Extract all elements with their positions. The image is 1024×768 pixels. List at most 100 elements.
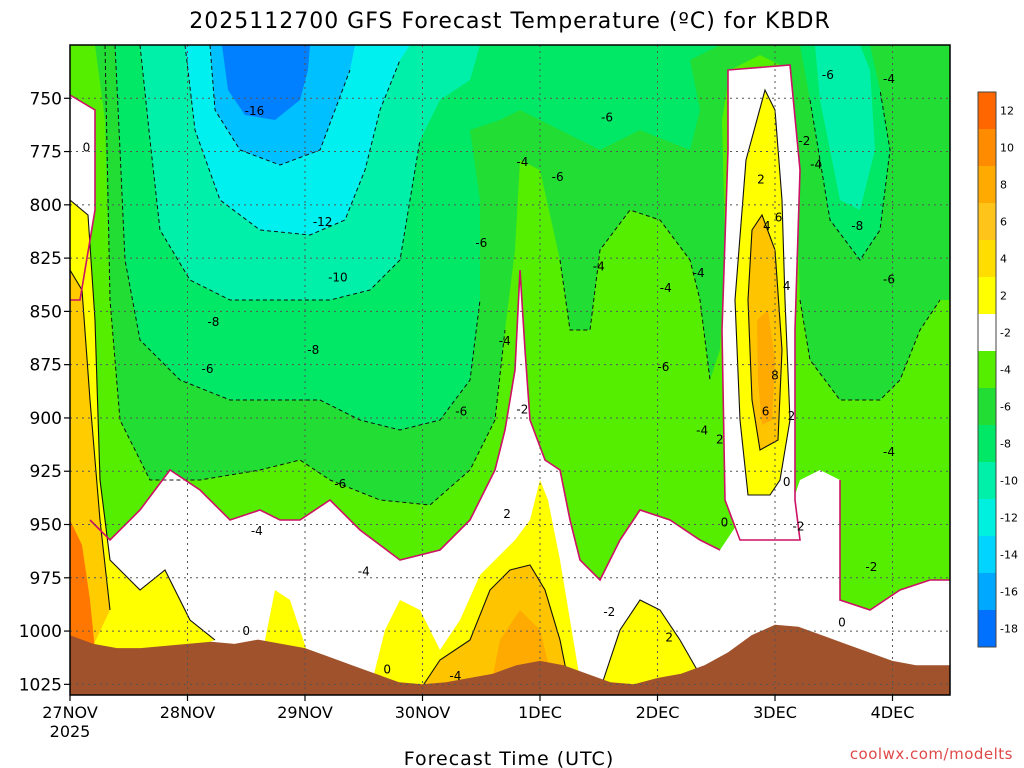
- contour-label: -6: [883, 272, 895, 286]
- ground-surface: [70, 624, 950, 695]
- contour-label: 0: [783, 475, 791, 489]
- x-tick-label: 28NOV: [160, 703, 216, 722]
- contour-label: 0: [721, 515, 729, 529]
- dashed-contours: [104, 45, 941, 506]
- colorbar-swatch: [978, 351, 996, 389]
- y-tick-label: 900: [30, 409, 62, 429]
- colorbar-swatch: [978, 499, 996, 537]
- plot-area: 0 -16 -12 -10 -8 -8 -6 -6 -6 -6 -6 -6 -4 -4 -4 -4 -4 -4 -4…: [70, 45, 950, 695]
- colorbar-label: -4: [1000, 364, 1011, 377]
- x-tick-label: 4DEC: [871, 703, 915, 722]
- y-tick-label: 850: [30, 302, 62, 322]
- y-tick-label: 775: [30, 143, 62, 163]
- colorbar-label: -8: [1000, 438, 1011, 451]
- colorbar-label: 2: [1000, 290, 1007, 303]
- contour-label: -2: [865, 560, 877, 574]
- contour-label: -4: [810, 157, 822, 171]
- contour-label: -4: [693, 266, 705, 280]
- colorbar-label: -14: [1000, 549, 1018, 562]
- contour-label: 2: [665, 630, 673, 644]
- contour-labels: 0 -16 -12 -10 -8 -8 -6 -6 -6 -6 -6 -6 -4 -4 -4 -4 -4 -4 -4…: [83, 68, 895, 683]
- contour-label: 0: [83, 140, 91, 154]
- colorbar-swatch: [978, 240, 996, 278]
- x-axis: 27NOV 28NOV 29NOV 30NOV 1DEC 2DEC 3DEC 4DEC 2025: [42, 695, 914, 741]
- region-blue: [222, 45, 310, 120]
- contour-label: -4: [358, 564, 370, 578]
- contour-label: -6: [455, 405, 467, 419]
- zero-contours: [70, 64, 950, 611]
- x-tick-label: 3DEC: [753, 703, 797, 722]
- contour-label: -4: [883, 445, 895, 459]
- y-tick-label: 875: [30, 356, 62, 376]
- contour-label: -4: [499, 334, 511, 348]
- contour-label: -4: [660, 281, 672, 295]
- contour-label: -6: [601, 110, 613, 124]
- colorbar-swatch: [978, 573, 996, 611]
- colorbar-label: 10: [1000, 142, 1014, 155]
- x-tick-label: 2DEC: [636, 703, 680, 722]
- contour-label: 4: [783, 279, 791, 293]
- contour-label: 8: [771, 368, 779, 382]
- contour-label: -6: [822, 68, 834, 82]
- region-white-lower: [70, 270, 950, 695]
- region-yellow-left: [70, 200, 215, 695]
- x-year-label: 2025: [50, 722, 91, 741]
- contour-label: -4: [696, 424, 708, 438]
- colorbar-label: 4: [1000, 253, 1007, 266]
- colorbar-label: 8: [1000, 179, 1007, 192]
- x-axis-label: Forecast Time (UTC): [404, 748, 614, 768]
- contour-label: 0: [838, 616, 846, 630]
- contour-label: -8: [207, 315, 219, 329]
- y-tick-label: 950: [30, 516, 62, 536]
- region-yellow-28-29: [110, 570, 310, 660]
- contour-label: -6: [475, 236, 487, 250]
- contour-label: 2: [503, 507, 511, 521]
- contour-label: -2: [603, 605, 615, 619]
- contour-label: -6: [201, 362, 213, 376]
- region-orange-3dec-inner: [757, 310, 775, 425]
- region-warm-left: [70, 520, 95, 650]
- colorbar-frame: [977, 91, 997, 648]
- y-tick-label: 975: [30, 569, 62, 589]
- colorbar-label: -10: [1000, 475, 1018, 488]
- chart-title: 2025112700 GFS Forecast Temperature (ºC)…: [189, 9, 831, 34]
- colorbar-swatch: [978, 536, 996, 574]
- colorbar-label: -6: [1000, 401, 1011, 414]
- y-tick-label: 825: [30, 249, 62, 269]
- colorbar-swatch: [978, 203, 996, 241]
- y-tick-label: 750: [30, 89, 62, 109]
- solid-contours: [70, 88, 791, 691]
- colorbar-swatch: [978, 277, 996, 315]
- contour-label: 0: [242, 624, 250, 638]
- contour-label: -12: [313, 215, 333, 229]
- contour-label: -2: [798, 134, 810, 148]
- contour-label: 2: [788, 409, 796, 423]
- credit-link[interactable]: coolwx.com/modelts: [850, 745, 1013, 763]
- colorbar-label: 12: [1000, 105, 1014, 118]
- colorbar-swatch: [978, 166, 996, 204]
- contour-label: 2: [716, 432, 724, 446]
- contour-label: -2: [516, 402, 528, 416]
- colorbar-swatch: [978, 388, 996, 426]
- contour-label: -4: [449, 669, 461, 683]
- colorbar-label: -12: [1000, 512, 1018, 525]
- contour-label: -6: [334, 477, 346, 491]
- x-tick-label: 30NOV: [395, 703, 451, 722]
- grid-lines: [70, 45, 950, 695]
- colorbar-swatch: [978, 610, 996, 648]
- contour-label: 2: [757, 172, 765, 186]
- contour-label: -4: [593, 260, 605, 274]
- x-tick-label: 27NOV: [42, 703, 98, 722]
- contour-label: 6: [775, 211, 783, 225]
- colorbar-swatch: [978, 92, 996, 130]
- colorbar-swatch: [978, 462, 996, 500]
- contour-label: 4: [763, 219, 771, 233]
- plot-frame: [69, 44, 951, 696]
- contour-label: 0: [383, 662, 391, 676]
- y-tick-label: 1025: [19, 675, 62, 695]
- colorbar-swatch: [978, 314, 996, 352]
- x-tick-label: 1DEC: [518, 703, 562, 722]
- colorbar-swatch: [978, 425, 996, 463]
- colorbar-label: -2: [1000, 327, 1011, 340]
